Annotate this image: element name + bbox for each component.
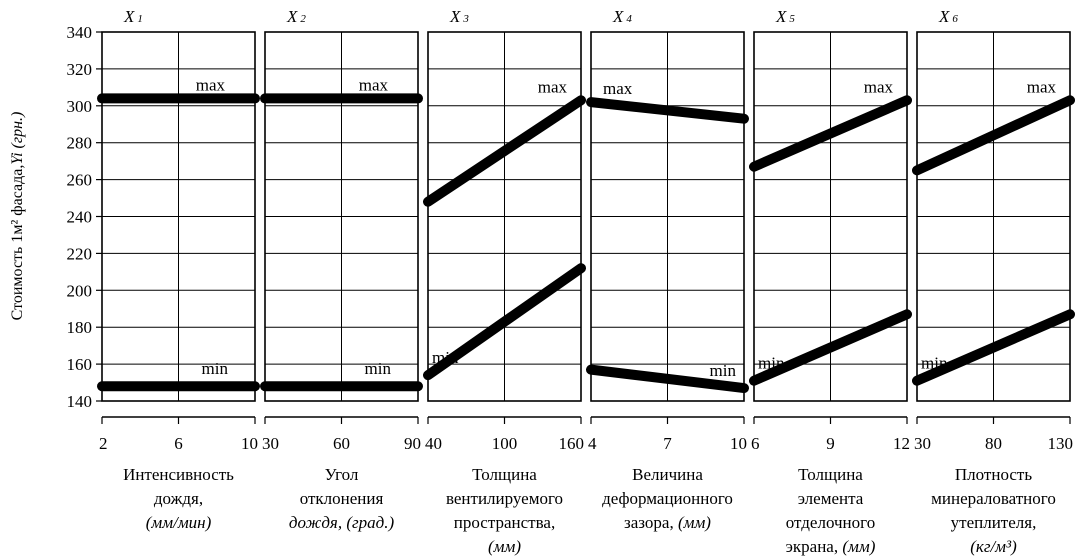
series-line-max — [749, 95, 912, 172]
series-line-max — [586, 97, 749, 124]
panel-6: X 6 30 80 130 Плотность минераловатного утеплит… — [912, 7, 1075, 556]
x-tick-label: 100 — [492, 434, 518, 453]
y-tick-label: 240 — [67, 208, 93, 227]
y-tick-label: 140 — [67, 392, 93, 411]
panel-1: X 1 2 6 10 Интенсивность дождя, (мм/мин) max min — [97, 7, 260, 532]
panel-frame — [427, 31, 582, 402]
x-axis-label: утеплителя, — [951, 513, 1037, 532]
x-axis-unit: (мм) — [488, 537, 521, 556]
x-axis-label: Плотность — [955, 465, 1032, 484]
annotation-min: min — [710, 361, 737, 380]
y-tick-label: 180 — [67, 318, 93, 337]
y-tick-label: 220 — [67, 244, 93, 263]
x-tick-label: 90 — [404, 434, 421, 453]
x-axis-label: отделочного — [786, 513, 875, 532]
x-axis-label: минераловатного — [931, 489, 1056, 508]
panel-2: X 2 30 60 90 Угол отклонения дождя, (град.) max m… — [260, 7, 423, 532]
x-axis-unit: дождя, (град.) — [289, 513, 395, 532]
y-tick-label: 160 — [67, 355, 93, 374]
x-axis-label: элемента — [798, 489, 864, 508]
x-tick-label: 160 — [559, 434, 585, 453]
x-tick-label: 6 — [174, 434, 183, 453]
x-axis-unit: зазора, (мм) — [624, 513, 711, 532]
y-tick-label: 300 — [67, 97, 93, 116]
x-tick-label: 12 — [893, 434, 910, 453]
panel-5: X 5 6 9 12 Толщина элемента отделочного экрана, … — [749, 7, 912, 556]
x-tick-label: 80 — [985, 434, 1002, 453]
annotation-max: max — [538, 77, 568, 96]
annotation-min: min — [921, 354, 948, 373]
x-axis-unit: (кг/м³) — [970, 537, 1017, 556]
x-axis-unit: экрана, (мм) — [786, 537, 876, 556]
y-tick-label: 200 — [67, 281, 93, 300]
series-line-max — [912, 95, 1075, 176]
x-axis-label: Толщина — [798, 465, 863, 484]
x-axis-label: отклонения — [300, 489, 384, 508]
y-tick-label: 320 — [67, 60, 93, 79]
series-line-min — [749, 309, 912, 386]
annotation-min: min — [432, 348, 459, 367]
annotation-max: max — [1027, 77, 1057, 96]
annotation-max: max — [196, 75, 226, 94]
panel-3: X 3 40 100 160 Толщина вентилируемого пространс… — [423, 7, 586, 556]
x-tick-label: 10 — [241, 434, 258, 453]
annotation-max: max — [603, 79, 633, 98]
x-axis-label: деформационного — [602, 489, 733, 508]
panel-4: X 4 4 7 10 Величина деформационного зазора, (мм… — [586, 7, 749, 532]
x-tick-label: 40 — [425, 434, 442, 453]
panel-frame — [264, 31, 419, 402]
x-tick-label: 7 — [663, 434, 672, 453]
x-tick-label: 30 — [262, 434, 279, 453]
x-tick-label: 2 — [99, 434, 108, 453]
annotation-max: max — [359, 75, 389, 94]
x-axis-label: пространства, — [454, 513, 555, 532]
x-axis-label: Интенсивность — [123, 465, 234, 484]
series-line-min — [586, 364, 749, 394]
x-tick-label: 30 — [914, 434, 931, 453]
x-axis-label: Величина — [632, 465, 703, 484]
annotation-min: min — [365, 359, 392, 378]
x-axis-label: Угол — [325, 465, 359, 484]
x-tick-label: 4 — [588, 434, 597, 453]
x-tick-label: 130 — [1048, 434, 1074, 453]
panel-frame — [101, 31, 256, 402]
annotation-max: max — [864, 77, 894, 96]
annotation-min: min — [202, 359, 229, 378]
y-tick-label: 340 — [67, 23, 93, 42]
x-axis-unit: (мм/мин) — [146, 513, 212, 532]
x-axis-label: Толщина — [472, 465, 537, 484]
series-line-min — [912, 309, 1075, 386]
y-tick-label: 260 — [67, 171, 93, 190]
x-tick-label: 6 — [751, 434, 760, 453]
panel-frame — [916, 31, 1071, 402]
panel-frame — [753, 31, 908, 402]
series-line-min — [423, 263, 586, 381]
y-axis-label: Стоимость 1м² фасада,Yi (грн.) — [9, 112, 26, 321]
x-tick-label: 10 — [730, 434, 747, 453]
y-tick-label: 280 — [67, 134, 93, 153]
x-axis-label: дождя, — [154, 489, 203, 508]
x-tick-label: 9 — [826, 434, 835, 453]
panel-frame — [590, 31, 745, 402]
annotation-min: min — [758, 354, 785, 373]
x-tick-label: 60 — [333, 434, 350, 453]
series-line-max — [423, 95, 586, 207]
x-axis-label: вентилируемого — [446, 489, 563, 508]
